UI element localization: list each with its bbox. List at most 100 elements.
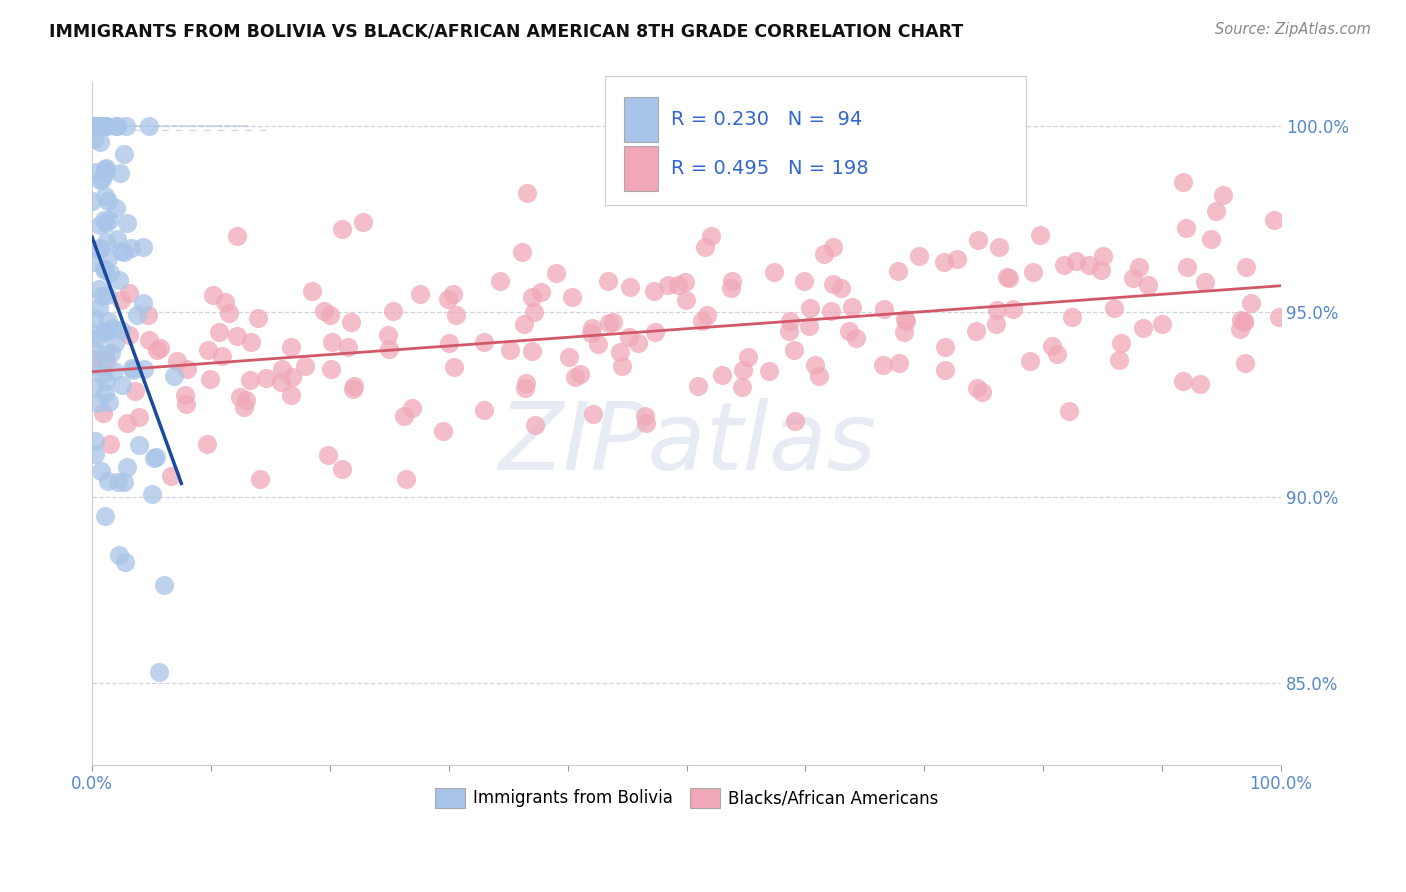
Point	[93, 262, 115, 277]
Point	[82, 341, 104, 355]
Point	[138, 120, 160, 134]
Point	[1053, 258, 1076, 272]
Point	[441, 286, 464, 301]
Point	[107, 548, 129, 562]
Point	[688, 379, 710, 393]
Point	[83, 351, 105, 366]
Point	[894, 313, 917, 327]
Point	[94, 263, 117, 277]
Point	[657, 278, 679, 293]
Point	[94, 216, 117, 230]
Point	[301, 284, 323, 298]
Point	[737, 351, 759, 365]
Point	[582, 407, 605, 421]
Point	[83, 131, 105, 145]
Point	[89, 243, 111, 257]
Point	[138, 333, 160, 347]
Point	[82, 326, 104, 341]
Point	[619, 280, 641, 294]
Point	[1078, 258, 1101, 272]
Point	[239, 373, 262, 387]
Point	[146, 343, 169, 358]
Point	[249, 472, 271, 486]
Text: ZIPatlas: ZIPatlas	[498, 398, 876, 489]
Point	[820, 304, 842, 318]
Point	[700, 228, 723, 243]
Point	[1040, 338, 1063, 352]
Point	[239, 335, 262, 350]
Point	[103, 364, 125, 378]
Point	[108, 166, 131, 180]
Point	[1194, 275, 1216, 289]
Point	[1132, 321, 1154, 335]
Point	[524, 417, 547, 432]
Point	[97, 194, 120, 209]
Point	[270, 376, 292, 390]
Point	[1234, 260, 1257, 274]
Point	[523, 305, 546, 319]
Point	[128, 410, 150, 425]
Point	[94, 166, 117, 180]
Point	[83, 310, 105, 325]
Point	[82, 194, 104, 208]
Point	[93, 326, 115, 340]
Point	[779, 313, 801, 327]
Point	[432, 424, 454, 438]
Point	[89, 136, 111, 150]
Point	[332, 222, 354, 236]
Point	[118, 286, 141, 301]
Point	[668, 278, 690, 293]
Point	[986, 303, 1008, 318]
Point	[695, 240, 717, 254]
Point	[339, 315, 361, 329]
Point	[121, 361, 143, 376]
Point	[97, 394, 120, 409]
Point	[970, 384, 993, 399]
Point	[89, 218, 111, 232]
Point	[436, 292, 458, 306]
Point	[96, 354, 118, 368]
Point	[804, 358, 827, 372]
Point	[793, 274, 815, 288]
Point	[733, 363, 755, 377]
Point	[1090, 262, 1112, 277]
Point	[675, 293, 697, 308]
Legend: Immigrants from Bolivia, Blacks/African Americans: Immigrants from Bolivia, Blacks/African …	[427, 781, 945, 814]
Point	[84, 434, 107, 449]
Point	[107, 475, 129, 490]
Point	[132, 296, 155, 310]
Point	[225, 328, 247, 343]
Point	[105, 201, 128, 215]
Point	[498, 343, 520, 358]
Point	[202, 288, 225, 302]
Point	[110, 244, 132, 259]
Point	[110, 323, 132, 337]
Point	[1019, 353, 1042, 368]
Point	[530, 285, 553, 300]
Point	[377, 328, 399, 343]
Point	[94, 509, 117, 524]
Point	[211, 349, 233, 363]
Point	[136, 309, 159, 323]
Point	[93, 161, 115, 176]
Point	[1060, 310, 1083, 325]
Point	[1122, 270, 1144, 285]
Point	[280, 340, 302, 354]
Point	[730, 380, 752, 394]
Point	[1240, 296, 1263, 310]
Point	[153, 577, 176, 591]
Point	[721, 274, 744, 288]
Point	[115, 416, 138, 430]
Point	[1128, 260, 1150, 274]
Point	[89, 241, 111, 255]
Point	[561, 290, 583, 304]
Point	[634, 416, 657, 430]
Point	[232, 400, 254, 414]
Point	[783, 414, 806, 428]
Point	[520, 343, 543, 358]
Point	[94, 386, 117, 401]
Point	[894, 312, 917, 326]
Point	[91, 171, 114, 186]
Point	[1029, 227, 1052, 242]
Point	[472, 403, 495, 417]
